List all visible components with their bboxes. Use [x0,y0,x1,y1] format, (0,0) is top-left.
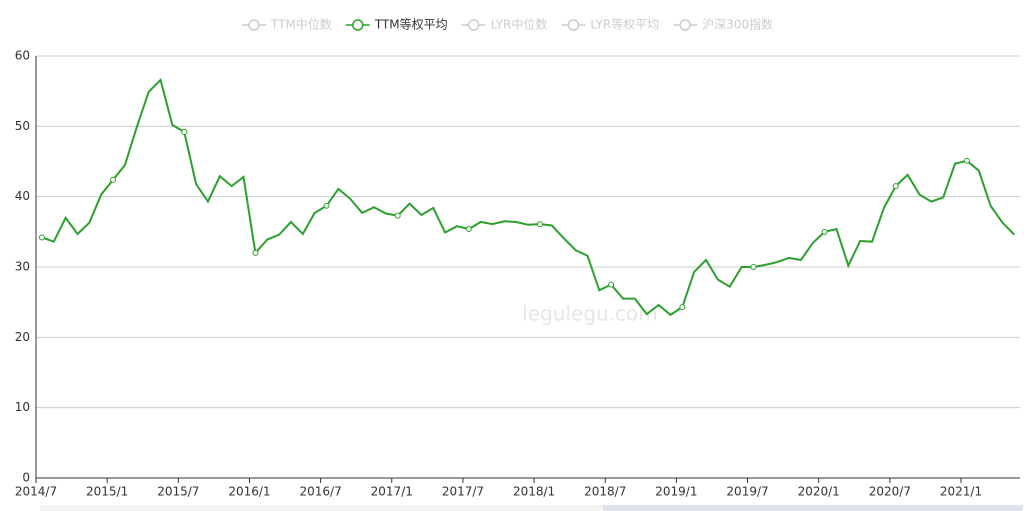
point-marker [892,183,899,190]
point-marker [181,128,188,135]
x-tick-label: 2021/1 [940,485,982,499]
point-marker [323,202,330,209]
legend-label[interactable]: TTM等权平均 [374,18,448,32]
y-tick-label: 20 [15,330,30,344]
point-marker [537,221,544,228]
y-tick-label: 50 [15,119,30,133]
x-tick-label: 2017/1 [371,485,413,499]
point-marker [110,176,117,183]
x-tick-label: 2019/7 [726,485,768,499]
x-tick-label: 2018/7 [584,485,626,499]
x-tick-label: 2018/1 [513,485,555,499]
point-marker [465,226,472,233]
point-marker [963,157,970,164]
watermark: legulegu.com [522,302,658,326]
x-tick-label: 2020/7 [869,485,911,499]
legend-symbol [567,19,580,31]
point-marker [394,212,401,219]
x-tick-label: 2017/7 [442,485,484,499]
legend-label[interactable]: LYR中位数 [491,17,548,32]
y-tick-label: 30 [15,260,30,274]
series-line [41,77,1016,317]
legend-symbol [352,19,364,31]
legend-symbol [248,19,260,31]
x-tick-label: 2016/1 [228,485,270,499]
point-marker [821,228,828,235]
point-marker [38,234,45,241]
x-tick-label: 2015/7 [157,485,199,499]
legend-symbol [679,19,691,31]
legend-symbol [467,19,480,31]
y-tick-label: 0 [22,471,30,485]
zoom-window [603,505,1023,511]
y-tick-label: 40 [15,189,30,203]
y-tick-label: 60 [15,49,30,63]
x-tick-label: 2020/1 [798,485,840,499]
y-tick-label: 10 [15,400,30,414]
x-tick-label: 2014/7 [15,485,57,499]
point-marker [750,264,757,270]
zoom-bar [40,505,603,511]
x-tick-label: 2015/1 [86,485,128,499]
x-tick-label: 2019/1 [655,485,697,499]
point-marker [608,281,615,288]
legend-label[interactable]: LYR等权平均 [590,18,659,32]
point-marker [252,249,259,256]
legend-label[interactable]: 沪深300指数 [702,17,773,32]
point-marker [679,304,686,311]
x-tick-label: 2016/7 [300,485,342,499]
legend-label[interactable]: TTM中位数 [270,17,332,32]
